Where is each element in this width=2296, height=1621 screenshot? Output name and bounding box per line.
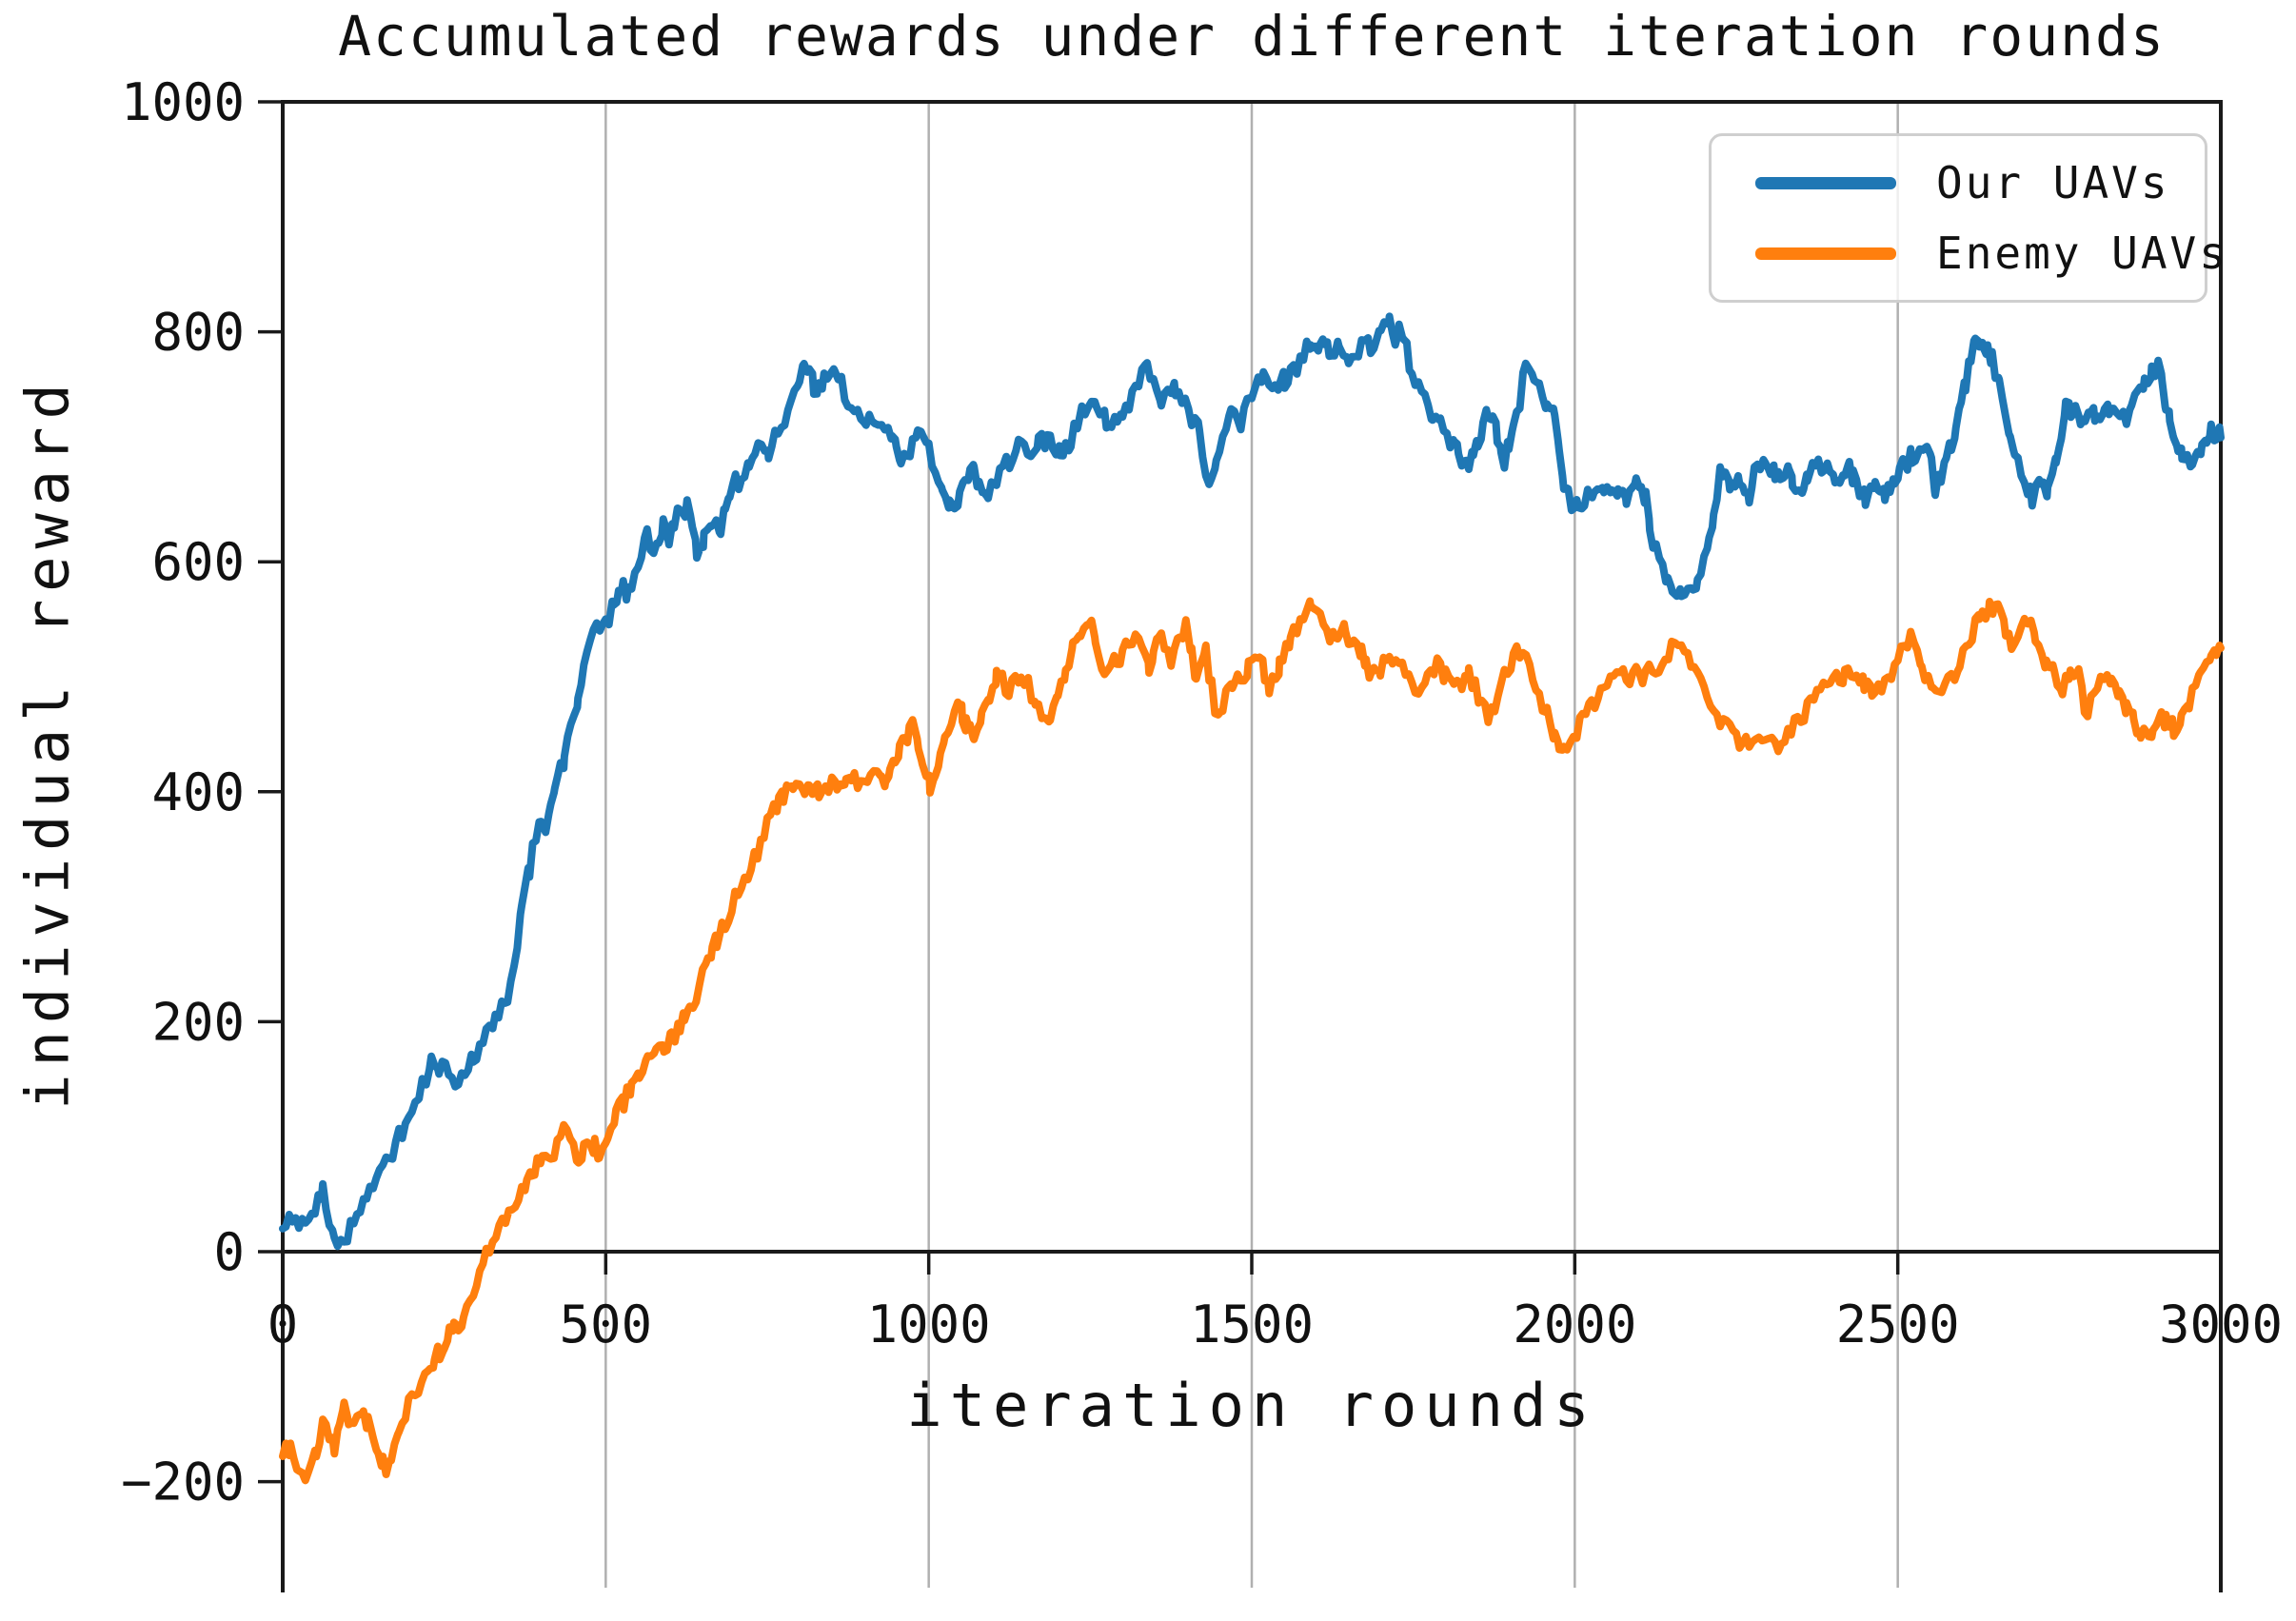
y-tick-label: 200 bbox=[151, 992, 245, 1052]
legend-label-enemy-uavs: Enemy UAVs bbox=[1936, 227, 2228, 279]
legend-item-enemy-uavs: Enemy UAVs bbox=[1712, 227, 2226, 279]
y-tick-label: −200 bbox=[121, 1453, 245, 1512]
legend: Our UAVs Enemy UAVs bbox=[1709, 133, 2226, 303]
x-tick-label: 1500 bbox=[1190, 1295, 1314, 1354]
y-tick-label: 1000 bbox=[121, 72, 245, 132]
legend-line-swatch-enemy-uavs bbox=[1755, 247, 1896, 260]
x-tick-label: 1000 bbox=[867, 1295, 991, 1354]
series-line-enemy-uavs bbox=[279, 597, 2225, 1485]
x-axis-label: iteration rounds bbox=[906, 1371, 1597, 1440]
x-tick-label: 3000 bbox=[2159, 1295, 2283, 1354]
x-tick-label: 0 bbox=[267, 1295, 299, 1354]
y-tick-label: 600 bbox=[151, 532, 245, 592]
x-tick-label: 2000 bbox=[1513, 1295, 1636, 1354]
x-tick-label: 2500 bbox=[1836, 1295, 1960, 1354]
series-line-our-uavs bbox=[279, 312, 2225, 1251]
legend-item-our-uavs: Our UAVs bbox=[1712, 157, 2205, 208]
legend-line-swatch-our-uavs bbox=[1755, 176, 1896, 189]
chart-title: Accumulated rewards under different iter… bbox=[338, 4, 2166, 69]
legend-label-our-uavs: Our UAVs bbox=[1936, 157, 2170, 208]
y-tick-label: 0 bbox=[213, 1222, 245, 1282]
y-tick-label: 400 bbox=[151, 762, 245, 822]
x-tick-label: 500 bbox=[560, 1295, 653, 1354]
y-tick-label: 800 bbox=[151, 303, 245, 363]
